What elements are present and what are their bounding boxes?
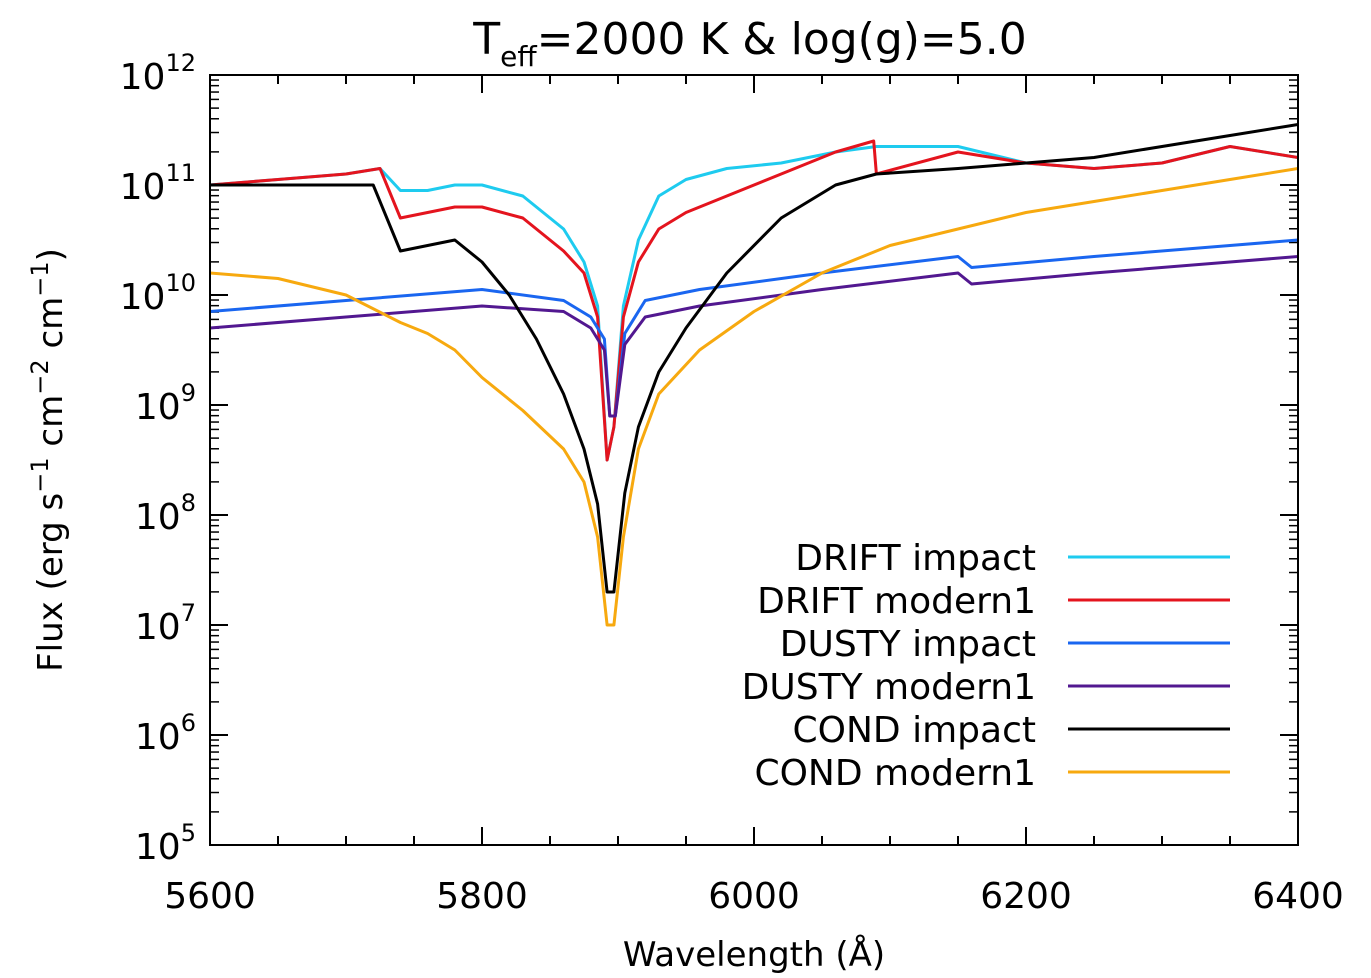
chart-title-main: T: [472, 14, 500, 65]
x-tick-label: 6000: [708, 876, 800, 917]
x-tick-label: 6400: [1252, 876, 1344, 917]
y-tick-base: 10: [135, 827, 181, 868]
x-tick-label: 6200: [980, 876, 1072, 917]
y-tick-base: 10: [120, 277, 166, 318]
y-tick-exponent: 10: [165, 269, 196, 297]
y-axis-label-part: cm: [31, 297, 71, 360]
y-tick-base: 10: [120, 167, 166, 208]
y-tick-label: 105: [135, 819, 196, 868]
series-line-1: [210, 139, 1298, 462]
y-tick-base: 10: [135, 717, 181, 758]
y-tick-base: 10: [135, 497, 181, 538]
y-tick-label: 1012: [120, 49, 196, 98]
series-line-2: [210, 238, 1298, 418]
legend-label: COND modern1: [754, 753, 1036, 794]
series-lines: [210, 123, 1298, 627]
legend-label: DRIFT modern1: [757, 581, 1036, 622]
x-tick-label: 5600: [164, 876, 256, 917]
plot-frame: [209, 74, 1299, 846]
y-tick-exponent: 8: [181, 489, 196, 517]
y-tick-label: 1011: [120, 159, 196, 208]
legend-label: DUSTY modern1: [742, 667, 1036, 708]
chart-title-subscript: eff: [500, 40, 537, 73]
y-tick-label: 1010: [120, 269, 196, 318]
y-axis-label-exp: −1: [26, 261, 54, 296]
series-line-4: [210, 123, 1298, 594]
y-axis-label-exp: −1: [26, 457, 54, 492]
y-tick-base: 10: [135, 387, 181, 428]
y-axis-label-part: Flux (erg s: [31, 493, 71, 672]
y-tick-exponent: 11: [165, 159, 196, 187]
y-axis-label-exp: −2: [26, 359, 54, 394]
chart-title-rest: =2000 K & log(g)=5.0: [537, 14, 1027, 65]
y-axis-label-part: cm: [31, 395, 71, 458]
y-tick-exponent: 7: [181, 599, 196, 627]
axis-ticks: 5600 5800 6000 6200 640010510610710810910101…: [120, 49, 1344, 917]
y-tick-exponent: 6: [181, 709, 196, 737]
y-tick-exponent: 5: [181, 819, 196, 847]
y-tick-exponent: 9: [181, 379, 196, 407]
legend-label: DUSTY impact: [780, 624, 1036, 665]
y-tick-base: 10: [135, 607, 181, 648]
y-tick-exponent: 12: [165, 49, 196, 77]
chart-title: Teff=2000 K & log(g)=5.0: [472, 14, 1027, 73]
y-tick-label: 108: [135, 489, 196, 538]
y-tick-base: 10: [120, 57, 166, 98]
legend-label: COND impact: [793, 710, 1036, 751]
series-line-5: [210, 167, 1298, 627]
series-line-3: [210, 255, 1298, 418]
y-tick-label: 109: [135, 379, 196, 428]
legend-label: DRIFT impact: [795, 538, 1036, 579]
y-axis-label-part: ): [31, 248, 71, 261]
x-tick-label: 5800: [436, 876, 528, 917]
y-tick-label: 107: [135, 599, 196, 648]
x-axis-label: Wavelength (Å): [623, 934, 885, 975]
y-axis-label: Flux (erg s−1 cm−2 cm−1): [26, 248, 71, 672]
y-tick-label: 106: [135, 709, 196, 758]
